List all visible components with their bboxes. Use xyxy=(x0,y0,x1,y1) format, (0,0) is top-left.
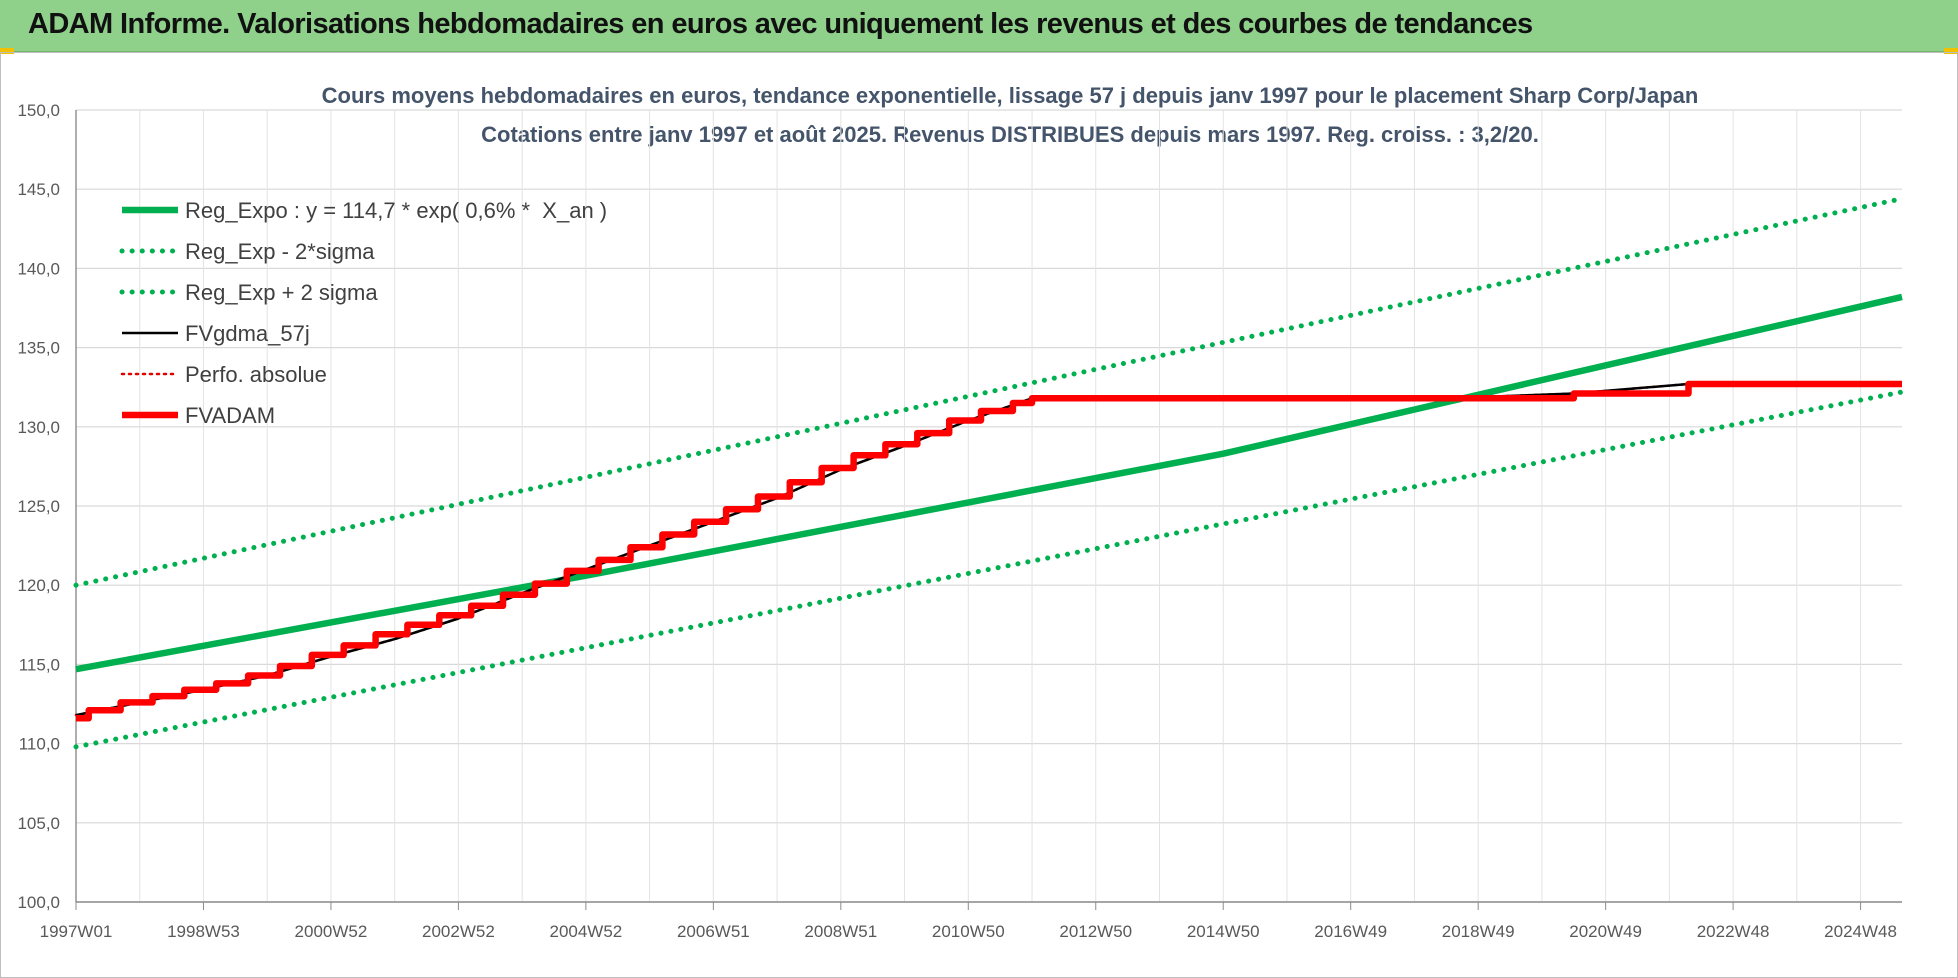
y-tick-label: 120,0 xyxy=(17,576,60,595)
series-line-fvgdma-57j xyxy=(75,382,1902,717)
series-lines xyxy=(73,196,1905,750)
y-tick-label: 140,0 xyxy=(17,259,60,278)
y-tick-label: 110,0 xyxy=(19,735,60,754)
corner-marker-right xyxy=(1944,48,1958,54)
y-tick-label: 135,0 xyxy=(17,339,60,358)
x-tick-label: 2012W50 xyxy=(1059,922,1132,941)
x-tick-label: 2002W52 xyxy=(422,922,495,941)
y-tick-label: 150,0 xyxy=(17,101,60,120)
y-tick-label: 100,0 xyxy=(17,893,60,912)
x-tick-label: 2010W50 xyxy=(932,922,1005,941)
series-line-reg-exp-2-sigma xyxy=(73,389,1905,750)
series-line-reg-exp-2-sigma xyxy=(73,196,1905,588)
y-tick-label: 130,0 xyxy=(17,418,60,437)
x-tick-label: 2008W51 xyxy=(804,922,877,941)
corner-marker-left xyxy=(0,48,14,54)
y-tick-label: 145,0 xyxy=(17,180,60,199)
axes: 100,0 105,0 110,0 115,0 120,0 125,0 130,0 135,0… xyxy=(17,101,1902,941)
y-tick-label: 125,0 xyxy=(17,497,60,516)
x-tick-label: 1998W53 xyxy=(167,922,240,941)
grid-lines xyxy=(75,109,1902,903)
x-tick-label: 2020W49 xyxy=(1569,922,1642,941)
series-line-fvadam xyxy=(76,380,1902,722)
chart-subtitle: Cotations entre janv 1997 et août 2025. … xyxy=(481,122,1539,147)
x-tick-label: 2006W51 xyxy=(677,922,750,941)
x-tick-label: 2018W49 xyxy=(1442,922,1515,941)
chart-title: Cours moyens hebdomadaires en euros, ten… xyxy=(322,83,1699,108)
x-tick-label: 2022W48 xyxy=(1697,922,1770,941)
legend-label-reg-expo-y-114-7-exp-0-6-x-an: Reg_Expo : y = 114,7 * exp( 0,6% * X_an … xyxy=(185,198,607,223)
x-tick-label: 2004W52 xyxy=(549,922,622,941)
series-line-perfo-absolue xyxy=(74,382,1904,717)
y-tick-label: 105,0 xyxy=(17,814,60,833)
report-banner: ADAM Informe. Valorisations hebdomadaire… xyxy=(0,0,1958,52)
legend-label-reg-exp-2-sigma: Reg_Exp - 2*sigma xyxy=(185,239,375,264)
legend-label-fvadam: FVADAM xyxy=(185,403,275,428)
x-tick-label: 2000W52 xyxy=(295,922,368,941)
y-tick-label: 115,0 xyxy=(19,655,60,674)
x-tick-label: 2014W50 xyxy=(1187,922,1260,941)
series-line-reg-expo-y-114-7-exp-0-6-x-an xyxy=(75,293,1903,673)
chart-legend: Reg_Expo : y = 114,7 * exp( 0,6% * X_an … xyxy=(119,198,607,428)
x-tick-label: 2016W49 xyxy=(1314,922,1387,941)
legend-label-fvgdma-57j: FVgdma_57j xyxy=(185,321,310,346)
report-banner-title: ADAM Informe. Valorisations hebdomadaire… xyxy=(28,8,1533,40)
x-tick-label: 1997W01 xyxy=(40,922,113,941)
x-tick-label: 2024W48 xyxy=(1824,922,1897,941)
legend-label-perfo-absolue: Perfo. absolue xyxy=(185,362,327,387)
legend-label-reg-exp-2-sigma: Reg_Exp + 2 sigma xyxy=(185,280,378,305)
